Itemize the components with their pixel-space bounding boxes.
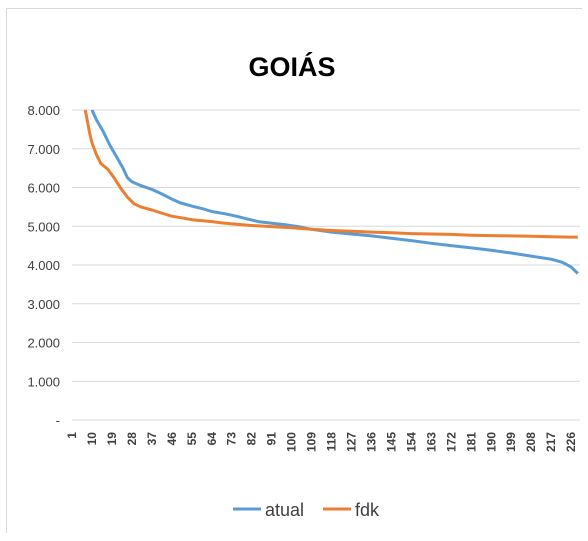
- x-tick-label: 190: [484, 432, 498, 452]
- y-tick-label: 7.000: [27, 142, 60, 157]
- x-tick-label: 1: [65, 432, 79, 439]
- y-tick-label: 4.000: [27, 258, 60, 273]
- x-tick-label: 91: [265, 432, 279, 446]
- x-tick-label: 28: [125, 432, 139, 446]
- x-tick-label: 208: [524, 432, 538, 452]
- x-tick-label: 199: [504, 432, 518, 452]
- x-tick-label: 154: [404, 432, 418, 452]
- y-axis-ticks: - 1.000 2.000 3.000 4.000 5.000 6.000 7.000 8.00…: [27, 103, 60, 428]
- chart-title: GOIÁS: [248, 51, 335, 82]
- chart-frame: [6, 8, 582, 533]
- x-tick-label: 55: [185, 432, 199, 446]
- y-tick-label: 3.000: [27, 297, 60, 312]
- x-tick-label: 46: [165, 432, 179, 446]
- x-tick-label: 136: [364, 432, 378, 452]
- y-tick-label: 2.000: [27, 336, 60, 351]
- x-tick-label: 37: [145, 432, 159, 446]
- x-tick-label: 100: [285, 432, 299, 452]
- x-tick-label: 19: [105, 432, 119, 446]
- x-tick-label: 163: [424, 432, 438, 452]
- gridlines: [72, 109, 580, 421]
- legend: atual fdk: [233, 500, 380, 520]
- x-tick-label: 73: [225, 432, 239, 446]
- x-tick-label: 217: [544, 432, 558, 452]
- x-tick-label: 118: [325, 432, 339, 452]
- x-tick-label: 181: [464, 432, 478, 452]
- x-tick-label: 226: [564, 432, 578, 452]
- x-tick-label: 10: [85, 432, 99, 446]
- y-tick-label: 5.000: [27, 219, 60, 234]
- y-tick-label: -: [56, 413, 60, 428]
- x-tick-label: 172: [444, 432, 458, 452]
- series-line-atual: [90, 109, 579, 275]
- x-tick-label: 82: [245, 432, 259, 446]
- series-lines: [83, 109, 579, 275]
- x-axis-ticks: 1 10 19 28 37 46 55 64 73 82 91 100 109 118 127 136 145 1…: [65, 432, 578, 452]
- y-tick-label: 1.000: [27, 374, 60, 389]
- x-tick-label: 109: [305, 432, 319, 452]
- legend-label-atual: atual: [265, 500, 304, 520]
- series-line-fdk: [83, 109, 578, 239]
- legend-label-fdk: fdk: [355, 500, 380, 520]
- x-tick-label: 64: [205, 432, 219, 446]
- x-tick-label: 127: [345, 432, 359, 452]
- y-tick-label: 6.000: [27, 181, 60, 196]
- y-tick-label: 8.000: [27, 103, 60, 118]
- x-tick-label: 145: [384, 432, 398, 452]
